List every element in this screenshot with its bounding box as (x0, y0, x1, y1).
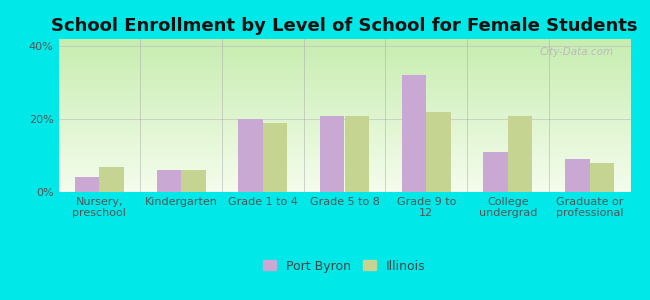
Bar (181, 170, 205, 192)
Bar (99, 167, 124, 192)
Bar (263, 123, 287, 192)
Title: School Enrollment by Level of School for Female Students: School Enrollment by Level of School for… (51, 17, 638, 35)
Legend: Port Byron, Illinois: Port Byron, Illinois (259, 254, 430, 278)
Bar (402, 75, 426, 192)
Bar (508, 116, 532, 192)
Bar (484, 152, 508, 192)
Text: City-Data.com: City-Data.com (540, 46, 614, 57)
Bar (239, 119, 263, 192)
Bar (75, 177, 99, 192)
Bar (590, 163, 614, 192)
Bar (157, 170, 181, 192)
Bar (426, 112, 450, 192)
Bar (320, 116, 345, 192)
Bar (565, 159, 590, 192)
Bar (344, 116, 369, 192)
